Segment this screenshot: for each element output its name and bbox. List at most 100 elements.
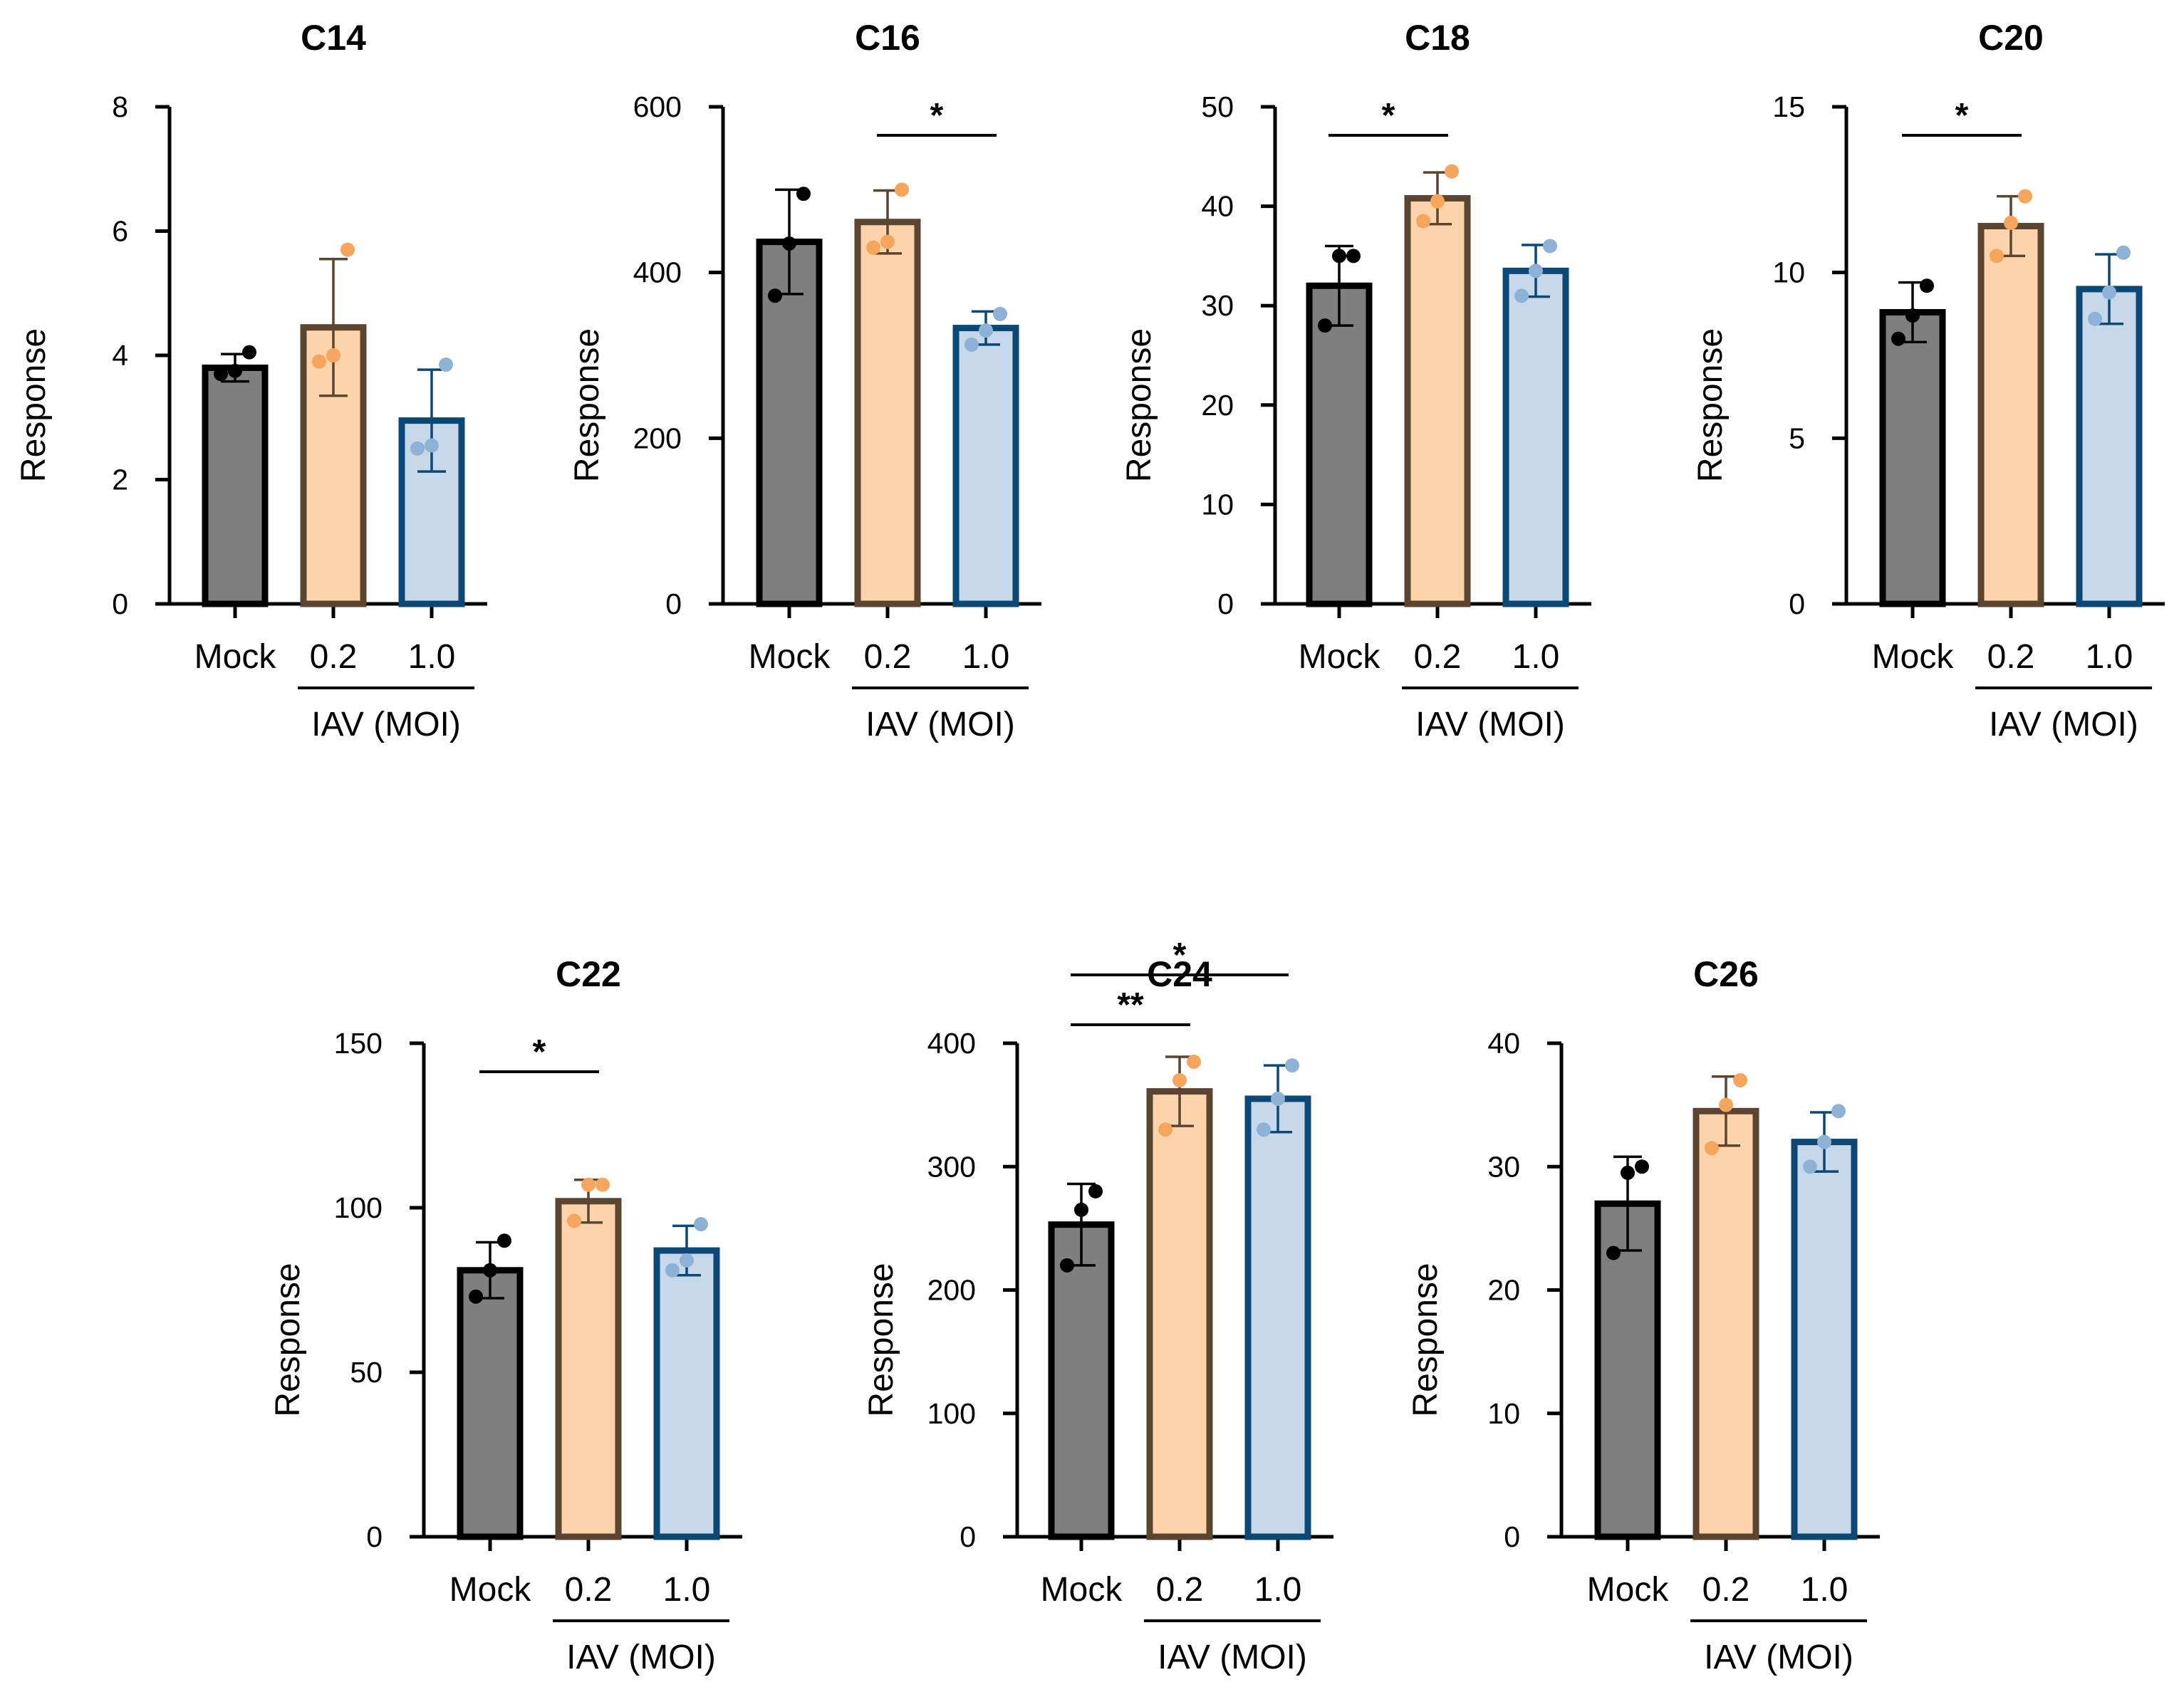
x-category-label: 1.0	[2086, 638, 2133, 676]
data-point-mock	[1891, 331, 1905, 346]
data-point-moi-1.0	[1529, 263, 1543, 278]
bar-moi-0.2	[854, 219, 921, 607]
data-point-moi-0.2	[895, 182, 909, 197]
significance-label: *	[1382, 97, 1395, 135]
bar-mock	[756, 239, 823, 607]
data-point-mock	[469, 1289, 483, 1304]
y-tick-label: 200	[633, 422, 682, 454]
chart-panel-c18: C18 0 10 20 30 40 50 Response Mock 0.2 1.0 IAV (MOI…	[1120, 18, 1591, 743]
chart-title: C22	[556, 954, 621, 994]
data-point-moi-1.0	[2102, 285, 2116, 300]
bar-moi-1.0	[1502, 267, 1569, 607]
y-tick-label: 50	[1201, 90, 1234, 123]
data-point-moi-0.2	[1445, 164, 1459, 179]
x-category-label: 0.2	[310, 638, 358, 676]
y-tick-label: 4	[112, 339, 128, 372]
bar-moi-0.2	[1692, 1107, 1759, 1540]
chart-panel-c22: C22 0 50 100 150 Response Mock 0.2 1.0 IAV (MOI) *	[269, 954, 742, 1676]
x-category-label: 0.2	[1414, 638, 1462, 676]
data-point-mock	[768, 288, 782, 303]
y-tick-label: 100	[927, 1397, 976, 1430]
y-axis-label: Response	[1407, 1263, 1445, 1416]
y-tick-label: 10	[1487, 1397, 1520, 1430]
data-point-mock	[1905, 308, 1920, 323]
y-tick-label: 0	[1504, 1520, 1520, 1553]
y-tick-label: 0	[960, 1520, 976, 1553]
y-tick-label: 100	[334, 1191, 383, 1224]
data-point-mock	[1074, 1202, 1088, 1217]
y-tick-label: 600	[633, 90, 682, 123]
y-tick-label: 5	[1789, 422, 1805, 454]
data-point-moi-0.2	[1705, 1141, 1719, 1156]
bar-moi-1.0	[1244, 1095, 1311, 1540]
x-category-label: 0.2	[1987, 638, 2035, 676]
y-axis-label: Response	[863, 1263, 900, 1416]
data-point-mock	[796, 187, 811, 202]
data-point-mock	[483, 1263, 497, 1278]
y-axis-label: Response	[1120, 328, 1158, 482]
bar-mock	[1594, 1200, 1661, 1540]
chart-title: C18	[1405, 18, 1470, 58]
group-label: IAV (MOI)	[311, 706, 461, 743]
data-point-moi-1.0	[1803, 1159, 1817, 1174]
y-axis-label: Response	[1692, 328, 1730, 482]
data-point-moi-0.2	[581, 1177, 596, 1192]
data-point-mock	[1920, 278, 1934, 293]
data-point-moi-0.2	[1990, 249, 2004, 263]
data-point-moi-0.2	[340, 242, 355, 257]
data-point-moi-0.2	[567, 1213, 581, 1228]
group-label: IAV (MOI)	[865, 706, 1015, 743]
y-tick-label: 8	[112, 90, 128, 123]
x-category-label: Mock	[1587, 1571, 1670, 1609]
y-tick-label: 0	[366, 1520, 383, 1553]
data-point-moi-1.0	[993, 306, 1007, 321]
data-point-moi-1.0	[964, 337, 979, 352]
y-axis-label: Response	[15, 328, 53, 482]
y-tick-label: 200	[927, 1274, 976, 1307]
x-category-label: 1.0	[962, 638, 1010, 676]
y-tick-label: 400	[927, 1027, 976, 1060]
bar-moi-0.2	[555, 1198, 622, 1540]
data-point-moi-1.0	[1543, 239, 1557, 254]
data-point-moi-1.0	[410, 441, 425, 456]
chart-title: C16	[855, 18, 920, 58]
y-tick-label: 0	[665, 588, 682, 620]
chart-panel-c16: C16 0 200 400 600 Response Mock 0.2 1.0 IAV (MOI)…	[568, 18, 1041, 743]
significance-label: *	[533, 1033, 546, 1071]
data-point-moi-0.2	[880, 234, 895, 249]
significance-label: *	[1955, 97, 1969, 135]
data-point-mock	[1318, 318, 1332, 333]
bar-moi-1.0	[952, 325, 1019, 607]
data-point-moi-0.2	[312, 354, 326, 369]
y-tick-label: 0	[1789, 588, 1805, 620]
y-tick-label: 20	[1487, 1274, 1520, 1307]
y-tick-label: 40	[1201, 190, 1234, 223]
data-point-moi-1.0	[1285, 1058, 1299, 1073]
data-point-moi-0.2	[2018, 189, 2032, 204]
bar-moi-0.2	[1977, 223, 2044, 607]
x-category-label: 0.2	[864, 638, 912, 676]
y-tick-label: 6	[112, 215, 128, 248]
chart-panel-c20: C20 0 5 10 15 Response Mock 0.2 1.0 IAV (MOI) *	[1692, 18, 2165, 743]
data-point-moi-0.2	[1187, 1054, 1201, 1069]
data-point-moi-0.2	[866, 240, 880, 255]
significance-label: *	[930, 97, 944, 135]
x-category-label: Mock	[749, 638, 831, 676]
y-axis-label: Response	[568, 328, 606, 482]
data-point-moi-1.0	[425, 438, 439, 453]
x-category-label: 1.0	[1254, 1571, 1302, 1609]
bar-moi-0.2	[1404, 194, 1471, 607]
y-tick-label: 30	[1487, 1150, 1520, 1183]
y-tick-label: 2	[112, 464, 128, 496]
x-category-label: 1.0	[663, 1571, 711, 1609]
data-point-mock	[242, 345, 256, 360]
chart-title: C26	[1693, 954, 1759, 994]
x-category-label: 1.0	[1801, 1571, 1848, 1609]
x-category-label: 0.2	[565, 1571, 613, 1609]
data-point-moi-0.2	[1719, 1097, 1733, 1112]
y-tick-label: 40	[1487, 1027, 1520, 1060]
bar-moi-1.0	[1791, 1139, 1858, 1540]
data-point-moi-1.0	[1831, 1104, 1846, 1119]
